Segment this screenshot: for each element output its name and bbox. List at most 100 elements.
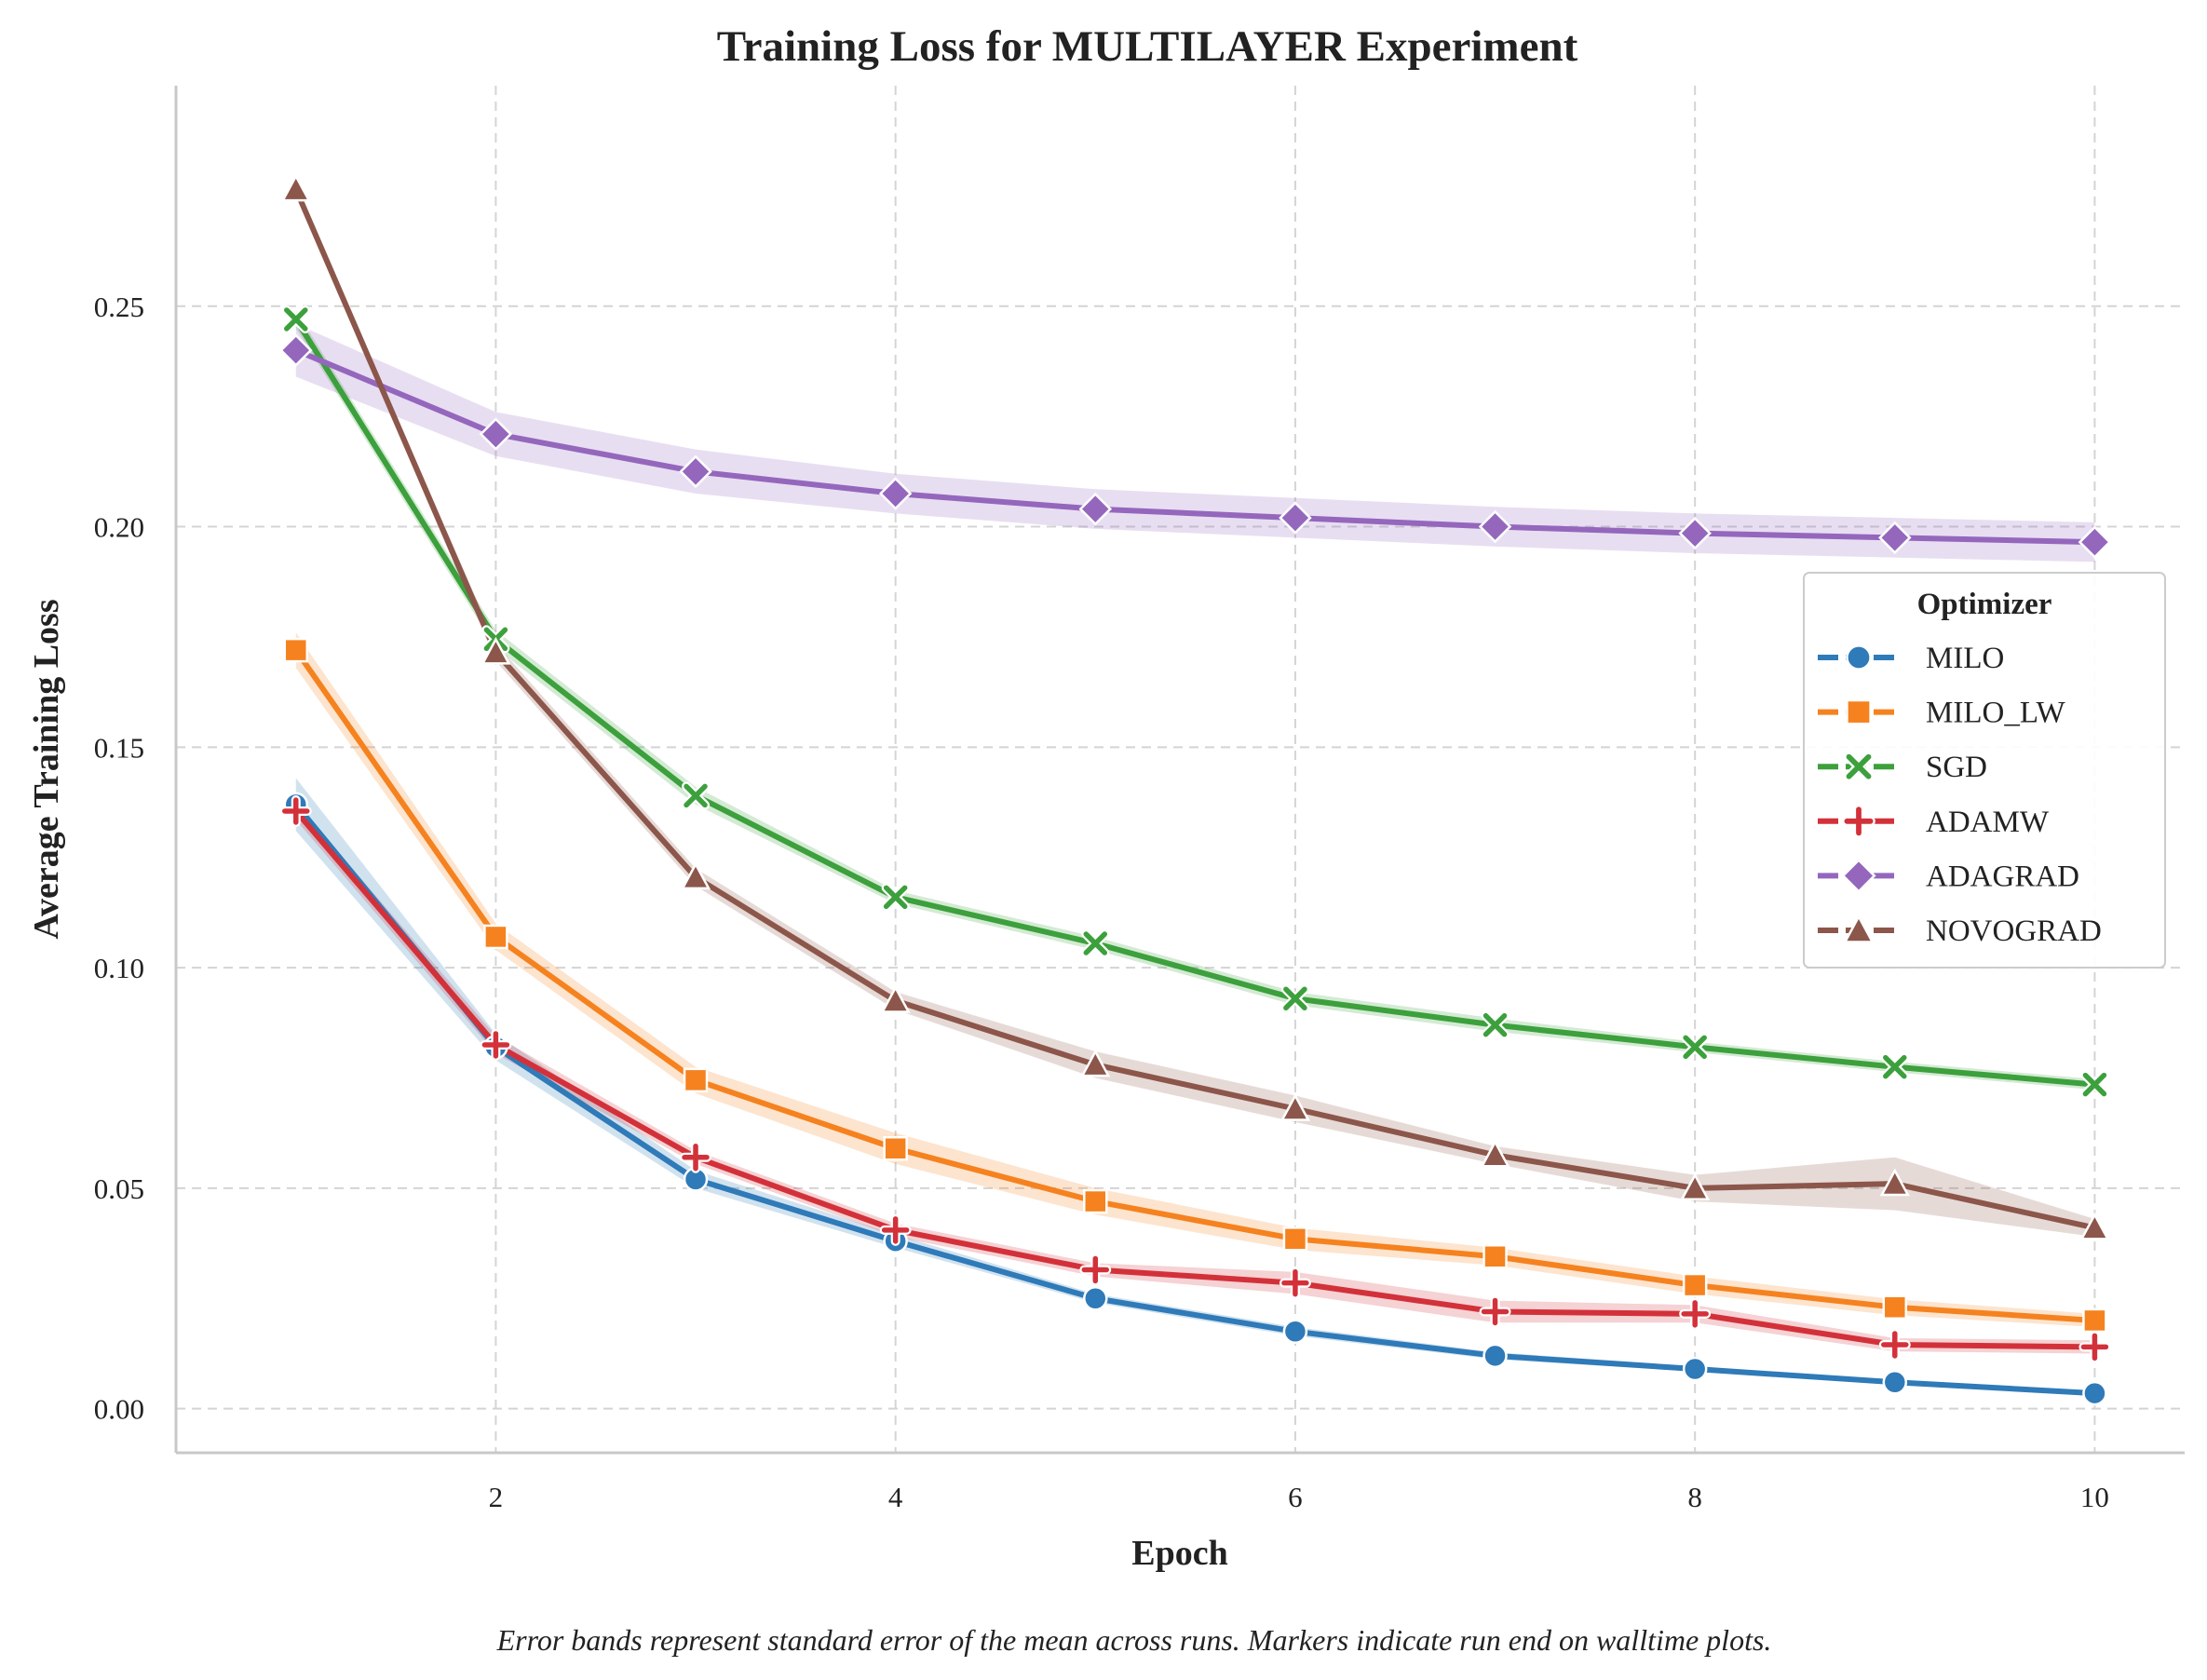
series-line-adamw xyxy=(292,807,2098,1350)
marker-shape xyxy=(1683,1035,1707,1060)
legend-marker-milo xyxy=(1846,644,1872,671)
data-point-milo-lw xyxy=(883,1136,908,1161)
marker-shape xyxy=(2080,1333,2109,1362)
x-tick-labels: 2 4 6 8 10 xyxy=(489,1481,2109,1513)
data-point-adagrad xyxy=(878,477,913,510)
series-line-sgd xyxy=(292,316,2098,1088)
footnote: Error bands represent standard error of … xyxy=(496,1623,1772,1657)
data-point-adamw xyxy=(879,1213,912,1246)
data-point-novograd xyxy=(1879,1168,1910,1197)
data-point-milo xyxy=(1682,1356,1708,1382)
data-point-adamw xyxy=(1479,1295,1511,1328)
x-tick-label: 10 xyxy=(2080,1481,2109,1513)
legend-entries: MILO MILO_LW SGD ADAMW ADAGRAD NOVOGRAD xyxy=(1818,642,2102,948)
data-point-milo-lw xyxy=(1483,1244,1508,1269)
series-line-novograd xyxy=(292,186,2098,1231)
data-point-milo-lw xyxy=(1083,1188,1108,1214)
data-point-adagrad xyxy=(1878,521,1912,555)
y-tick-label: 0.20 xyxy=(94,511,144,544)
data-point-milo xyxy=(1282,1319,1308,1345)
data-point-sgd xyxy=(1880,1052,1909,1081)
data-point-adagrad xyxy=(679,454,712,489)
legend-label-milo-lw: MILO_LW xyxy=(1926,697,2066,730)
y-tick-label: 0.00 xyxy=(94,1393,144,1426)
data-point-milo xyxy=(2082,1380,2107,1406)
marker-shape xyxy=(284,307,308,332)
error-band-adagrad xyxy=(295,323,2095,562)
y-tick-label: 0.25 xyxy=(94,291,144,323)
legend-label-milo: MILO xyxy=(1926,642,2004,675)
data-point-sgd xyxy=(1280,984,1309,1013)
x-tick-label: 2 xyxy=(489,1481,504,1513)
y-tick-label: 0.15 xyxy=(94,731,144,764)
data-point-sgd xyxy=(281,305,310,333)
data-point-sgd xyxy=(682,781,711,810)
data-point-adagrad xyxy=(1678,516,1712,550)
legend-entry-adamw: ADAMW xyxy=(1818,804,2050,839)
data-point-milo-lw xyxy=(1882,1294,1908,1320)
data-point-novograd xyxy=(1480,1139,1510,1168)
chart-title: Training Loss for MULTILAYER Experiment xyxy=(717,22,1578,71)
data-point-sgd xyxy=(1081,929,1110,958)
series-line-adagrad xyxy=(292,347,2098,546)
data-point-novograd xyxy=(1680,1172,1711,1201)
data-point-novograd xyxy=(2079,1212,2110,1240)
data-point-milo xyxy=(1882,1369,1908,1395)
legend-entry-milo: MILO xyxy=(1818,642,2004,675)
data-point-sgd xyxy=(2080,1070,2109,1099)
marker-shape xyxy=(682,1143,710,1172)
legend-marker-sgd xyxy=(1844,752,1874,781)
marker-shape xyxy=(282,797,310,825)
x-tick-label: 6 xyxy=(1288,1481,1303,1513)
series-markers xyxy=(279,173,2112,1406)
x-tick-label: 8 xyxy=(1687,1481,1702,1513)
series-lines xyxy=(292,186,2098,1397)
legend-marker-adamw xyxy=(1842,804,1875,838)
series-line-milo xyxy=(292,801,2098,1397)
legend-entry-milo-lw: MILO_LW xyxy=(1818,697,2066,730)
marker-shape xyxy=(1846,753,1872,779)
data-point-novograd xyxy=(1280,1093,1311,1121)
legend-label-sgd: SGD xyxy=(1926,751,1987,784)
data-point-adamw xyxy=(279,794,312,827)
legend-label-novograd: NOVOGRAD xyxy=(1926,915,2102,948)
data-point-novograd xyxy=(680,861,711,890)
data-point-adagrad xyxy=(2078,525,2112,559)
marker-shape xyxy=(1481,1297,1510,1326)
marker-shape xyxy=(684,783,708,808)
marker-shape xyxy=(1083,931,1108,955)
y-axis-label: Average Training Loss xyxy=(27,599,66,939)
legend-entry-sgd: SGD xyxy=(1818,751,1987,784)
data-point-adagrad xyxy=(1279,501,1312,535)
data-point-adagrad xyxy=(1478,509,1512,544)
y-tick-label: 0.10 xyxy=(94,952,144,984)
marker-shape xyxy=(881,1216,910,1244)
data-point-novograd xyxy=(1080,1049,1111,1077)
data-point-milo xyxy=(1483,1343,1508,1369)
data-point-adamw xyxy=(480,1028,512,1061)
legend-marker-novograd xyxy=(1843,914,1875,943)
data-point-sgd xyxy=(1481,1010,1510,1039)
legend-marker-milo-lw xyxy=(1846,698,1872,725)
data-point-milo-lw xyxy=(2082,1307,2107,1334)
legend-entry-novograd: NOVOGRAD xyxy=(1818,914,2102,948)
data-point-milo-lw xyxy=(683,1067,709,1093)
data-point-milo-lw xyxy=(483,924,508,950)
data-point-adamw xyxy=(1279,1267,1311,1299)
marker-shape xyxy=(1081,1255,1110,1284)
legend-title: Optimizer xyxy=(1917,588,2052,621)
data-point-adagrad xyxy=(1078,492,1113,526)
legend-label-adagrad: ADAGRAD xyxy=(1926,860,2079,893)
data-point-sgd xyxy=(881,883,910,912)
legend-marker-adagrad xyxy=(1841,858,1876,893)
data-point-novograd xyxy=(280,173,311,202)
legend-frame xyxy=(1803,572,2166,969)
data-point-novograd xyxy=(481,636,511,665)
y-tick-labels: 0.00 0.05 0.10 0.15 0.20 0.25 xyxy=(94,291,144,1426)
marker-shape xyxy=(1883,1054,1907,1079)
legend-entry-adagrad: ADAGRAD xyxy=(1818,858,2079,893)
x-axis-label: Epoch xyxy=(1131,1534,1227,1573)
data-point-adamw xyxy=(680,1141,712,1173)
marker-shape xyxy=(883,885,908,910)
